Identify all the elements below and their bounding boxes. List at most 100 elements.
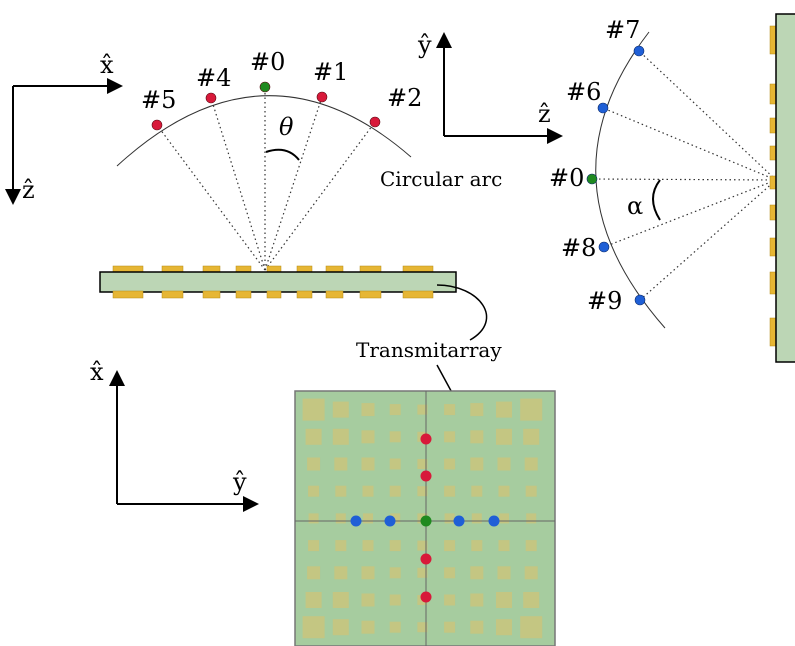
xz-patch-bottom xyxy=(161,290,184,299)
yz-substrate xyxy=(775,13,795,363)
xy-cell xyxy=(335,513,346,524)
xy-point-red xyxy=(420,591,432,603)
xy-cell xyxy=(335,540,347,552)
xy-cell xyxy=(332,619,349,636)
xz-panel: x̂ ẑ θ #5 #4 #0 #1 #2 Circular arc xyxy=(5,48,502,299)
xy-cell xyxy=(389,458,401,470)
yz-ray xyxy=(591,178,777,181)
xz-point-label: #2 xyxy=(387,84,422,112)
xy-cell xyxy=(302,616,325,639)
yz-point-label: #0 xyxy=(549,164,584,192)
xy-cell xyxy=(335,485,347,497)
xz-point-label: #4 xyxy=(196,64,231,92)
xy-cell xyxy=(499,513,509,524)
xy-cell xyxy=(389,567,401,579)
xy-cell xyxy=(307,457,321,471)
xy-cell xyxy=(361,566,375,580)
xy-points xyxy=(350,433,500,603)
xy-cell xyxy=(497,457,511,471)
xy-transmitarray xyxy=(294,390,556,646)
xy-cell xyxy=(525,540,537,552)
xy-cell xyxy=(305,592,322,608)
xy-point-red xyxy=(420,470,432,482)
xy-cell xyxy=(417,540,428,551)
yz-axis-z-label: ẑ xyxy=(538,100,551,128)
xz-patch-bottom xyxy=(235,290,252,299)
xy-cell xyxy=(308,540,320,552)
xy-cell xyxy=(363,513,373,524)
xy-cell xyxy=(389,540,401,552)
xy-cell xyxy=(362,485,374,497)
yz-point-label: #9 xyxy=(587,287,622,315)
xz-points: #5 #4 #0 #1 #2 xyxy=(141,48,422,131)
xz-arc-label: Circular arc xyxy=(380,167,502,191)
yz-point-n9 xyxy=(634,294,646,306)
yz-point-label: #7 xyxy=(605,16,640,44)
xy-point-blue xyxy=(488,515,500,527)
xy-cell xyxy=(444,458,456,470)
xy-cell xyxy=(417,622,428,633)
xz-ray xyxy=(264,121,376,271)
xz-point-n4 xyxy=(205,92,217,104)
xy-cell xyxy=(520,398,543,421)
xy-cell xyxy=(471,513,482,524)
xy-cell xyxy=(417,459,428,469)
xy-axis-x-label: x̂ xyxy=(90,358,104,386)
xz-ray xyxy=(264,96,323,271)
yz-point-label: #6 xyxy=(566,78,601,106)
yz-point-n7 xyxy=(633,45,645,57)
xy-cell xyxy=(444,431,456,443)
yz-axis-y-label: ŷ xyxy=(417,31,432,59)
xy-cell xyxy=(444,567,456,579)
xz-patch-bottom xyxy=(325,290,344,299)
xy-cell xyxy=(498,540,510,552)
xy-cell xyxy=(417,404,428,415)
xz-substrate xyxy=(99,271,457,293)
xy-cell xyxy=(334,457,348,471)
xy-cell xyxy=(524,566,538,580)
xy-cell xyxy=(444,594,456,606)
xy-cell xyxy=(470,566,484,580)
xy-cell xyxy=(361,457,375,471)
xy-cell xyxy=(302,398,325,421)
transmitarray-label: Transmitarray xyxy=(356,338,502,362)
xy-cell xyxy=(361,403,375,417)
yz-ray xyxy=(603,179,777,248)
xz-patch-bottom xyxy=(359,290,382,299)
xy-cell xyxy=(496,592,512,608)
yz-point-label: #8 xyxy=(561,234,596,262)
xy-cell xyxy=(471,485,483,497)
xy-cell xyxy=(389,485,401,497)
xz-axes: x̂ ẑ xyxy=(5,51,123,205)
xy-cell xyxy=(444,485,456,497)
xy-cell xyxy=(305,428,322,445)
xy-cell xyxy=(332,592,349,608)
xy-cell xyxy=(417,486,428,497)
xy-point-blue xyxy=(384,515,396,527)
xz-point-label: #5 xyxy=(141,86,176,114)
xy-cell xyxy=(390,513,401,524)
xy-cell xyxy=(361,593,375,607)
xy-cell xyxy=(496,401,512,418)
yz-transmitarray xyxy=(769,13,795,363)
xy-cell xyxy=(389,404,401,416)
transmitarray-leader-curve xyxy=(436,284,488,341)
xy-cell xyxy=(308,485,320,497)
xz-circular-arc xyxy=(116,95,412,167)
yz-points: #7 #6 #0 #8 #9 xyxy=(549,16,646,315)
xy-cell xyxy=(471,540,483,552)
yz-circular-arc xyxy=(595,31,666,329)
xz-point-n1 xyxy=(316,91,328,103)
xy-cell xyxy=(444,540,456,552)
xz-axis-z-label: ẑ xyxy=(22,176,35,204)
xz-axis-x-label: x̂ xyxy=(100,51,114,79)
xy-panel: x̂ ŷ Transmitarray xyxy=(90,284,556,646)
xy-cell xyxy=(523,428,540,445)
xy-cell xyxy=(362,540,374,552)
xy-point-blue xyxy=(350,515,362,527)
xy-point-green xyxy=(420,515,432,527)
xy-cell xyxy=(520,616,543,639)
xy-cell xyxy=(496,619,512,636)
xz-theta-arc xyxy=(265,148,300,161)
